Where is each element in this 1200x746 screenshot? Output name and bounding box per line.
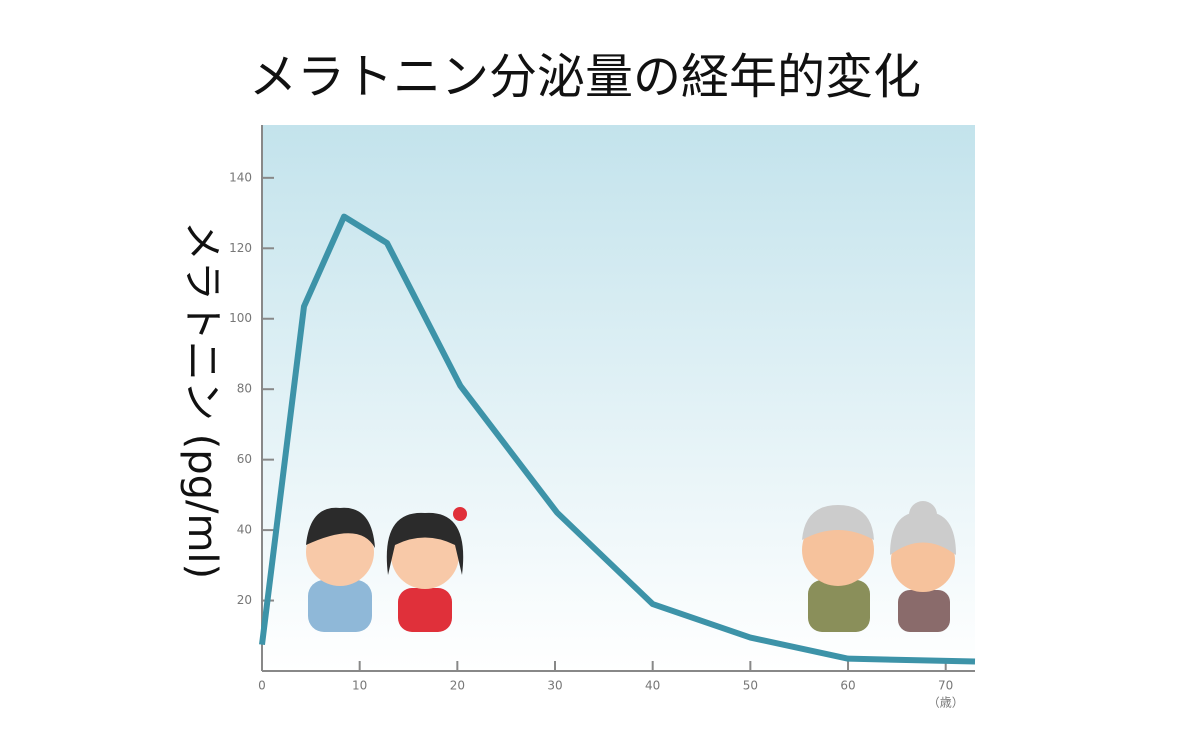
data-line [259,213,976,665]
x-tick-label: 60 [840,679,855,693]
x-tick-label: 70 [938,679,953,693]
children-illustration [306,507,467,632]
y-tick-label: 80 [237,382,252,396]
y-axis-label: メラトニン (pg/ml) [179,221,225,579]
x-tick-label: 20 [450,679,465,693]
x-tick-label: 30 [547,679,562,693]
y-tick-label: 20 [237,593,252,607]
y-tick-label: 40 [237,523,252,537]
x-unit-label: （歳） [928,696,964,710]
x-tick-label: 50 [743,679,758,693]
y-tick-label: 100 [229,311,252,325]
chart-title: メラトニン分泌量の経年的変化 [249,49,921,105]
x-tick-label: 0 [258,679,266,693]
x-tick-label: 40 [645,679,660,693]
y-tick-label: 60 [237,452,252,466]
y-tick-label: 120 [229,241,252,255]
elderly-illustration [802,501,956,632]
x-tick-label: 10 [352,679,367,693]
axes: 20 40 60 80 100 120 140 0 10 20 30 40 50 60 70 （歳） [229,125,975,710]
y-tick-label: 140 [229,170,252,184]
